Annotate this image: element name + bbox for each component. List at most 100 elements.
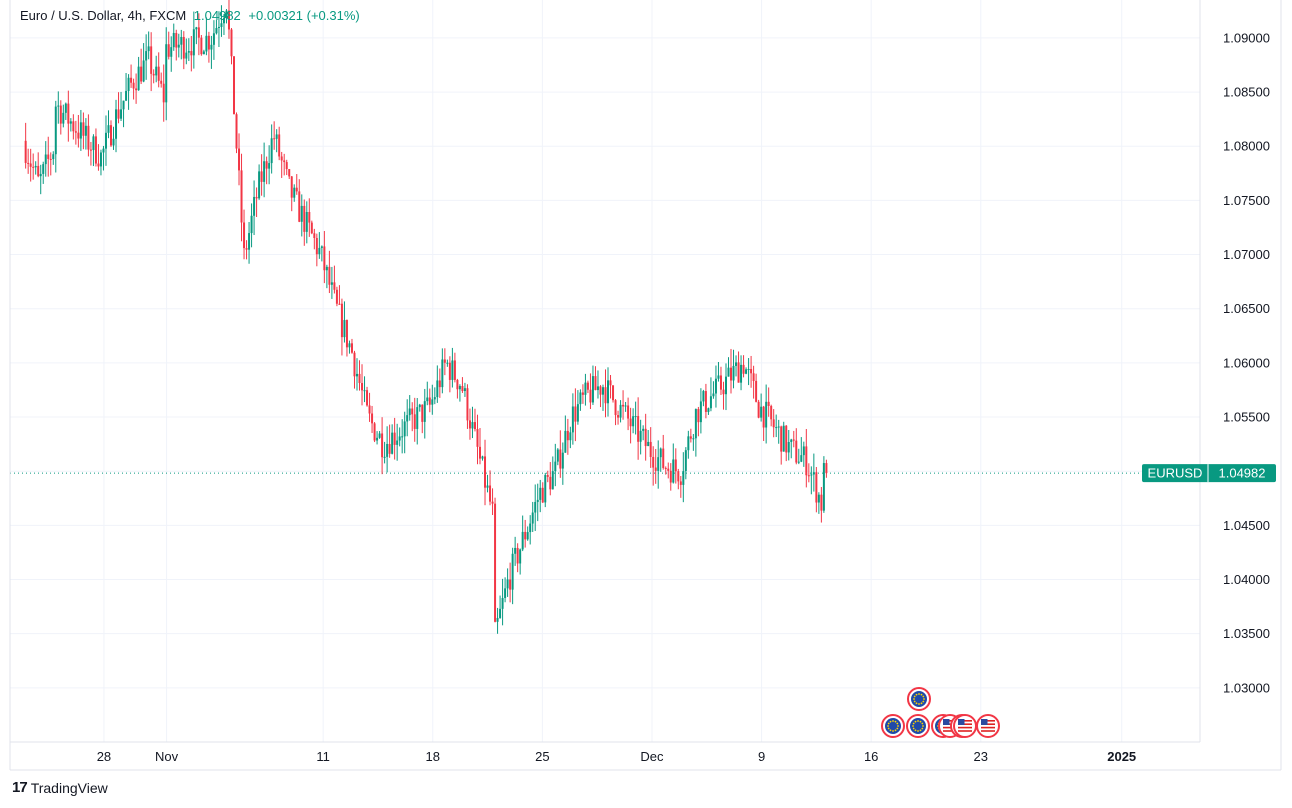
symbol-title: Euro / U.S. Dollar, 4h, FXCM [20, 8, 187, 23]
candle-body [677, 471, 680, 482]
candle-body [757, 401, 760, 418]
candle-body [230, 29, 233, 57]
candle-body [398, 436, 401, 441]
candle-body [64, 103, 67, 113]
candle-body [165, 44, 168, 103]
candle-body [325, 266, 328, 271]
candle-body [777, 426, 780, 428]
candle-body [441, 359, 444, 388]
candle-body [805, 446, 808, 476]
candle-body [245, 248, 248, 250]
candle-body [797, 461, 800, 463]
candle-body [295, 187, 298, 192]
us-flag-stripe [943, 720, 957, 722]
candle-body [235, 114, 238, 149]
candle-body [366, 390, 369, 406]
price-tag-ticker: EURUSD [1148, 466, 1203, 481]
candle-body [386, 443, 389, 457]
candle-body [433, 397, 436, 400]
candle-body [34, 165, 37, 168]
candle-body [579, 392, 582, 405]
candle-body [682, 471, 685, 485]
eu-flag-star [914, 729, 917, 732]
candle-body [388, 443, 391, 454]
candle-body [207, 35, 210, 50]
eu-flag-icon[interactable] [881, 714, 905, 738]
candle-body [451, 360, 454, 380]
candle-body [461, 386, 464, 392]
candle-body [74, 131, 77, 133]
candle-body [147, 46, 150, 52]
candle-body [155, 66, 158, 76]
candle-body [667, 468, 670, 471]
candle-body [115, 109, 118, 139]
candle-body [426, 397, 429, 402]
candle-body [110, 125, 113, 146]
us-flag-icon[interactable] [976, 714, 1000, 738]
candle-body [689, 436, 692, 439]
candle-body [145, 51, 148, 61]
candle-body [559, 449, 562, 469]
us-flag-icon[interactable] [953, 714, 977, 738]
us-flag-stripe [958, 730, 972, 732]
candle-body [62, 112, 65, 124]
y-tick-label: 1.03000 [1223, 680, 1270, 695]
x-tick-label: 2025 [1107, 749, 1136, 764]
candle-body [293, 187, 296, 198]
candle-body [521, 531, 524, 550]
candle-body [556, 449, 559, 462]
candle-body [586, 382, 589, 390]
candle-body [180, 36, 183, 45]
candle-body [770, 405, 773, 420]
candle-body [772, 419, 775, 428]
brand-name: TradingView [30, 779, 108, 796]
candle-body [157, 66, 160, 81]
chart-axes: 1.09000 1.08500 1.08000 1.07500 1.07000 1.065… [9, 0, 1282, 771]
candle-body [717, 375, 720, 379]
candle-body [684, 450, 687, 472]
candle-body [815, 472, 818, 503]
candle-body [514, 547, 517, 554]
candle-body [812, 472, 815, 475]
candle-body [584, 382, 587, 395]
candle-body [330, 282, 333, 285]
candle-body [150, 46, 153, 74]
economic-events[interactable] [881, 687, 1000, 738]
candle-body [561, 452, 564, 469]
candle-body [373, 423, 376, 441]
candle-body [368, 405, 371, 414]
candle-body [187, 51, 190, 53]
candle-body [298, 191, 301, 222]
candle-body [637, 416, 640, 442]
candle-body [704, 391, 707, 412]
candle-body [750, 368, 753, 374]
eu-flag-icon[interactable] [906, 714, 930, 738]
candle-body [57, 105, 60, 107]
candle-body [458, 386, 461, 390]
candle-body [649, 441, 652, 457]
candle-body [629, 418, 632, 427]
tradingview-brand[interactable]: 17 TradingView [12, 779, 108, 796]
candle-body [632, 416, 635, 427]
eu-flag-icon[interactable] [907, 687, 931, 711]
symbol-legend[interactable]: Euro / U.S. Dollar, 4h, FXCM 1.04982 +0.… [20, 8, 360, 23]
candle-body [657, 457, 660, 471]
last-price-tag: EURUSD 1.04982 [1142, 464, 1276, 483]
eu-flag-star [887, 722, 890, 725]
candle-body [263, 161, 266, 182]
candle-body [549, 476, 552, 490]
x-tick-label: Dec [640, 749, 664, 764]
candle-body [509, 579, 512, 590]
candle-body [29, 163, 32, 167]
candle-body [652, 456, 655, 468]
candle-body [516, 547, 519, 564]
candle-body [285, 162, 288, 170]
candle-body [333, 282, 336, 290]
candle-body [679, 481, 682, 485]
eu-flag-star [892, 720, 894, 722]
candle-body [401, 436, 404, 438]
eu-flag-star [912, 722, 915, 725]
eu-flag-star [918, 703, 920, 705]
candle-body [220, 23, 223, 27]
